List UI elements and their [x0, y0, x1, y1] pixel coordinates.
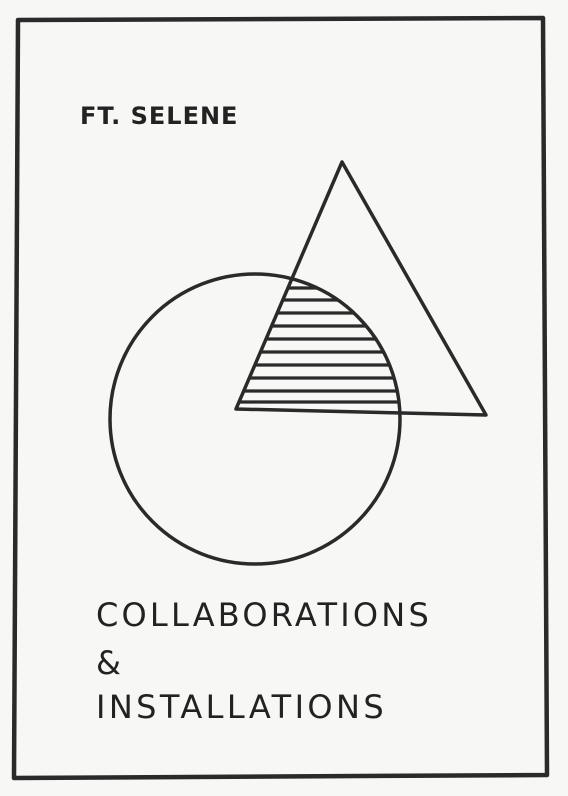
border-frame	[11, 15, 550, 781]
title-line-2: &	[96, 644, 124, 682]
circle-shape	[108, 272, 402, 566]
triangle-shape	[234, 160, 488, 417]
hatched-intersection	[236, 286, 400, 404]
subtitle-text: FT. SELENE	[80, 102, 239, 130]
title-line-3: INSTALLATIONS	[96, 688, 388, 726]
title-line-1: COLLABORATIONS	[96, 596, 432, 634]
